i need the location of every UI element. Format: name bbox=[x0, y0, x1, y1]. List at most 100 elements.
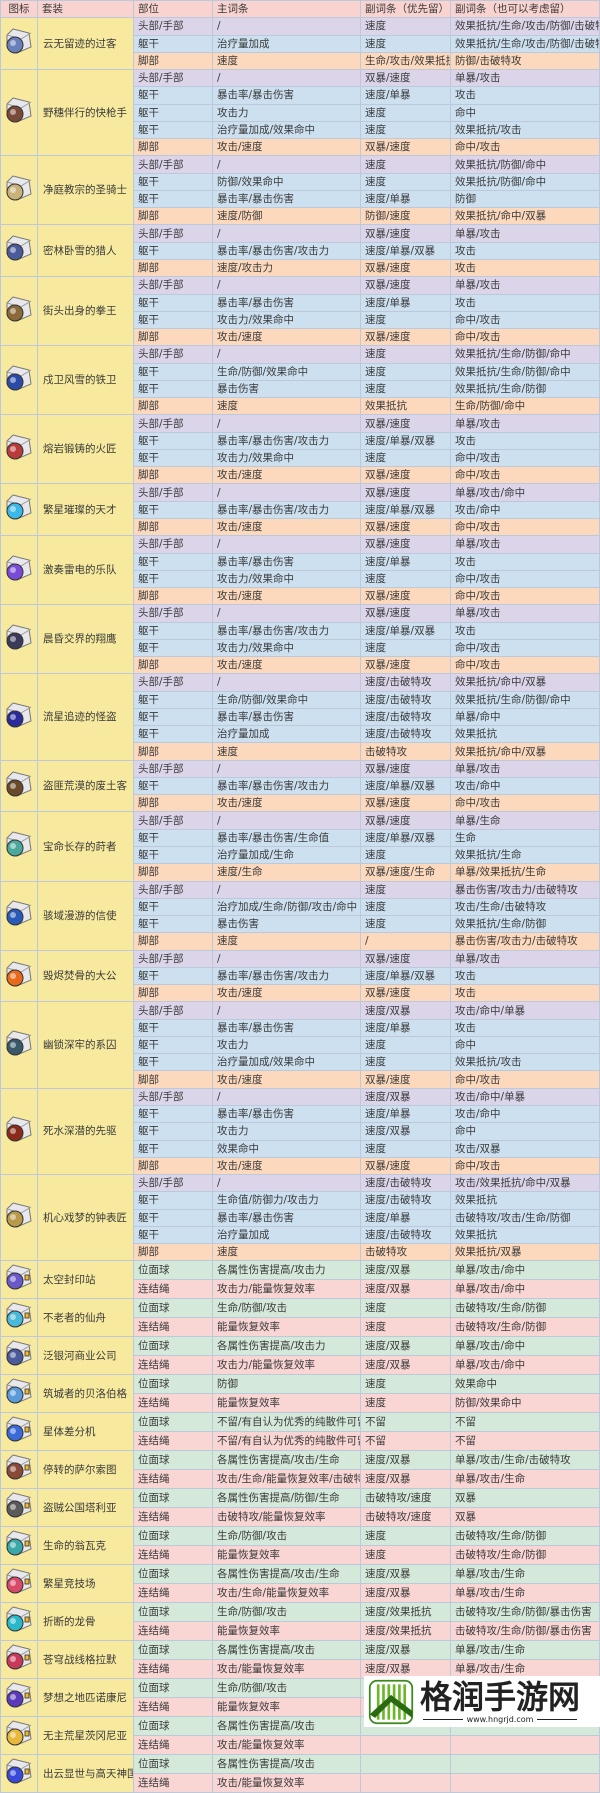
table-row: 晨昏交界的翔鹰 头部/手部 / 双暴/速度 单暴/攻击 bbox=[0, 604, 600, 675]
table-row: 躯干 生命/防御/效果命中 速度 效果抵抗/生命/防御/命中 bbox=[1, 362, 600, 381]
set-name: 繁星璀璨的天才 bbox=[37, 483, 134, 537]
part-cell: 位面球 bbox=[133, 1526, 213, 1547]
main-stat-cell: 攻击/速度 bbox=[212, 1070, 361, 1089]
part-cell: 躯干 bbox=[133, 293, 213, 312]
watermark-brand: 格润手游网 bbox=[420, 1677, 581, 1716]
sub-optional-cell: 效果抵抗/防御/命中 bbox=[450, 172, 600, 191]
sub-priority-cell: 速度 bbox=[360, 362, 451, 381]
sub-priority-cell: 双暴/速度 bbox=[360, 1156, 451, 1176]
sub-optional-cell: 命中/攻击 bbox=[450, 794, 600, 813]
sub-optional-cell: 击破特攻/攻击/生命/防御 bbox=[450, 1208, 600, 1227]
main-stat-cell: 攻击/速度 bbox=[212, 794, 361, 813]
main-stat-cell: 能量恢复效率 bbox=[212, 1621, 361, 1642]
sub-priority-cell bbox=[360, 1773, 451, 1793]
set-icon-cell bbox=[0, 1336, 38, 1376]
part-cell: 头部/手部 bbox=[133, 535, 213, 554]
sub-priority-cell bbox=[360, 1754, 451, 1775]
part-cell: 脚部 bbox=[133, 656, 213, 675]
sub-priority-cell: 双暴/速度 bbox=[360, 328, 451, 347]
sub-priority-cell: 速度/双暴 bbox=[360, 1469, 451, 1490]
set-name: 毁烬焚骨的大公 bbox=[37, 949, 134, 1003]
part-cell: 躯干 bbox=[133, 1139, 213, 1158]
header-sub-optional: 副词条（也可以考虑留） bbox=[450, 0, 600, 19]
main-stat-cell: 速度/防御 bbox=[212, 207, 361, 226]
sub-optional-cell: 击破特攻/生命/防御/暴击伤害 bbox=[450, 1621, 600, 1642]
main-stat-cell: 暴击率/暴击伤害 bbox=[212, 1208, 361, 1227]
set-name: 云无留迹的过客 bbox=[37, 17, 134, 71]
main-stat-cell: 速度 bbox=[212, 932, 361, 951]
sub-optional-cell: 生命 bbox=[450, 828, 600, 848]
sub-optional-cell: 单暴/攻击/命中 bbox=[450, 1336, 600, 1357]
table-row: 躯干 攻击力 速度/双暴 命中 bbox=[1, 1122, 600, 1141]
sub-optional-cell bbox=[450, 1773, 600, 1793]
main-stat-cell: 攻击力 bbox=[212, 1035, 361, 1055]
part-cell: 头部/手部 bbox=[133, 949, 213, 968]
main-stat-cell: / bbox=[212, 224, 361, 243]
sub-optional-cell: 攻击 bbox=[450, 1018, 600, 1037]
part-cell: 脚部 bbox=[133, 794, 213, 813]
table-row: 连结绳 攻击/能量恢复效率 速度/双暴 单暴/攻击/生命 bbox=[1, 1659, 600, 1680]
sub-priority-cell: 速度/单暴/双暴 bbox=[360, 500, 451, 519]
table-row: 躯干 暴击率/暴击伤害 速度/单暴 攻击 bbox=[1, 552, 600, 571]
sub-optional-cell: 攻击 bbox=[450, 552, 600, 571]
sub-optional-cell: 单暴/攻击 bbox=[450, 224, 600, 243]
planar-icon bbox=[6, 1530, 32, 1556]
table-row: 脚部 速度 击破特攻 效果抵抗/命中/双暴 bbox=[1, 742, 600, 761]
table-row: 脚部 攻击/速度 双暴/速度 命中/攻击 bbox=[1, 587, 600, 606]
sub-priority-cell bbox=[360, 1735, 451, 1756]
sub-priority-cell: 速度 bbox=[360, 155, 451, 174]
sub-optional-cell: 命中 bbox=[450, 103, 600, 122]
sub-priority-cell: 击破特攻 bbox=[360, 1243, 451, 1262]
table-row: 躯干 暴击率/暴击伤害 速度/单暴 攻击 bbox=[1, 293, 600, 312]
table-row: 躯干 防御/效果命中 速度 效果抵抗/防御/命中 bbox=[1, 172, 600, 191]
table-row: 连结绳 不留/有自认为优秀的纯散件可留 不留 不留 bbox=[1, 1431, 600, 1452]
table-row: 躯干 攻击力 速度 命中 bbox=[1, 103, 600, 122]
sub-priority-cell: 双暴/速度 bbox=[360, 535, 451, 554]
main-stat-cell: / bbox=[212, 69, 361, 88]
part-cell: 躯干 bbox=[133, 431, 213, 450]
main-stat-cell: 防御 bbox=[212, 1374, 361, 1395]
table-row: 躯干 暴击率/暴击伤害 速度/单暴 攻击 bbox=[1, 86, 600, 105]
sub-optional-cell: 攻击 bbox=[450, 966, 600, 986]
sub-optional-cell: 单暴/攻击/生命 bbox=[450, 1469, 600, 1490]
sub-priority-cell: 速度 bbox=[360, 103, 451, 122]
set-name: 星体差分机 bbox=[37, 1412, 134, 1452]
table-row: 净庭教宗的圣骑士 头部/手部 / 速度 效果抵抗/防御/命中 bbox=[0, 155, 600, 226]
set-name: 晨昏交界的翔鹰 bbox=[37, 604, 134, 675]
table-row: 停转的萨尔索图 位面球 各属性伤害提高/攻击/生命 速度/双暴 单暴/攻击/生命/击破特… bbox=[0, 1450, 600, 1490]
set-icon-cell bbox=[0, 535, 38, 606]
header-set: 套装 bbox=[37, 0, 134, 19]
table-row: 脚部 速度 / 暴击伤害/攻击力/击破特攻 bbox=[1, 932, 600, 951]
sub-priority-cell: 击破特攻/速度 bbox=[360, 1507, 451, 1528]
sub-optional-cell: 不留 bbox=[450, 1412, 600, 1433]
sub-priority-cell: 速度/单暴/双暴 bbox=[360, 828, 451, 848]
set-icon-cell bbox=[0, 1602, 38, 1642]
main-stat-cell: 治疗量加成 bbox=[212, 34, 361, 53]
table-row: 盗贼公国塔利亚 位面球 各属性伤害提高/防御/生命 击破特攻/速度 双暴 bbox=[0, 1488, 600, 1528]
sub-priority-cell: 速度/单暴 bbox=[360, 1018, 451, 1037]
sub-priority-cell: 速度 bbox=[360, 569, 451, 589]
sub-optional-cell: 攻击 bbox=[450, 293, 600, 312]
sub-optional-cell: 攻击/双暴 bbox=[450, 1139, 600, 1158]
table-row: 躯干 暴击率/暴击伤害/攻击力 速度/单暴/双暴 攻击 bbox=[1, 621, 600, 640]
main-stat-cell: 攻击力/效果命中 bbox=[212, 638, 361, 658]
part-cell: 脚部 bbox=[133, 258, 213, 278]
main-stat-cell: 治疗量加成 bbox=[212, 725, 361, 744]
part-cell: 头部/手部 bbox=[133, 1001, 213, 1020]
set-icon-cell bbox=[0, 1001, 38, 1089]
set-name: 净庭教宗的圣骑士 bbox=[37, 155, 134, 226]
table-row: 脚部 攻击/速度 双暴/速度 命中/攻击 bbox=[1, 1070, 600, 1089]
part-cell: 连结绳 bbox=[133, 1697, 213, 1718]
main-stat-cell: / bbox=[212, 535, 361, 554]
sub-optional-cell: 效果抵抗/生命/攻击/防御/击破特攻 bbox=[450, 34, 600, 53]
part-cell: 脚部 bbox=[133, 932, 213, 951]
sub-priority-cell: 速度/击破特攻 bbox=[360, 690, 451, 709]
table-row: 流星追迹的怪盗 头部/手部 / 速度/击破特攻 效果抵抗/命中/双暴 bbox=[0, 673, 600, 761]
relic-icon bbox=[6, 296, 32, 322]
sub-priority-cell: 速度 bbox=[360, 120, 451, 140]
sub-optional-cell: 命中/攻击 bbox=[450, 466, 600, 485]
main-stat-cell: 攻击/速度 bbox=[212, 587, 361, 606]
planar-icon bbox=[6, 1340, 32, 1366]
part-cell: 躯干 bbox=[133, 1018, 213, 1037]
part-cell: 躯干 bbox=[133, 725, 213, 744]
